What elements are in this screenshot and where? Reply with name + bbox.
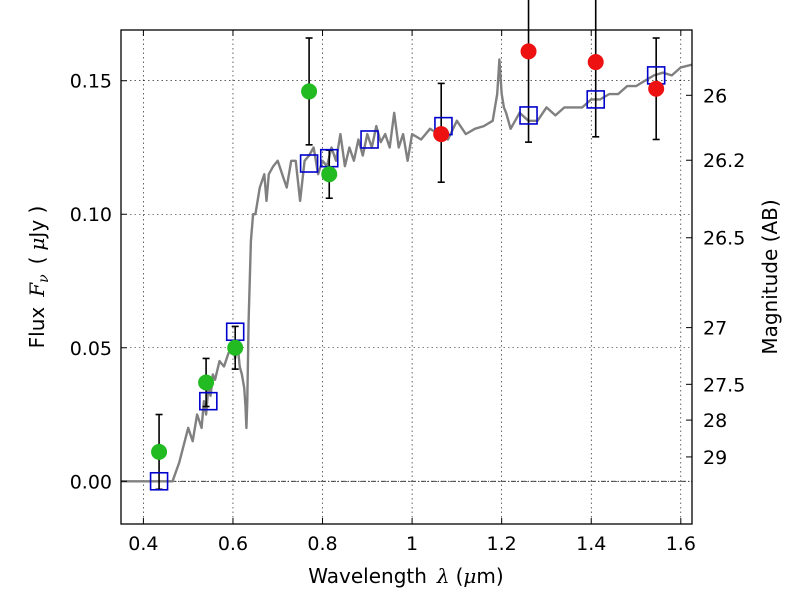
x-axis-ticks: 0.4 0.6 0.8 1 1.2 1.4 1.6: [128, 30, 696, 555]
model-square-marker: [299, 154, 319, 173]
y-axis-unit-rest: Jy ): [25, 206, 49, 240]
y2-tick-label: 29: [703, 447, 727, 469]
y-axis-subscript: ν: [36, 274, 52, 283]
x-axis-unit-mu: μ: [463, 564, 476, 588]
x-axis-title: Wavelength λ (μm): [308, 564, 503, 588]
y2-axis-title: Magnitude (AB): [758, 199, 782, 354]
x-tick-label: 1.2: [487, 533, 517, 555]
y2-axis-ticks: 26 26.2 26.5 27 27.5 28 29: [686, 85, 745, 469]
y-tick-label: 0.10: [70, 204, 112, 226]
y2-tick-label: 26.2: [703, 150, 745, 172]
x-axis-title-text: Wavelength: [308, 564, 427, 588]
x-axis-unit-rest: m): [476, 564, 503, 588]
red-data-point: [587, 54, 604, 71]
model-square-marker: [519, 106, 538, 125]
x-tick-label: 0.4: [128, 533, 158, 555]
y-tick-label: 0.15: [70, 71, 112, 93]
model-square-marker: [149, 471, 169, 491]
model-square-marker: [199, 391, 218, 411]
y-axis-unit-mu: μ: [25, 238, 49, 251]
red-data-point: [648, 80, 665, 97]
x-tick-label: 0.6: [218, 533, 248, 555]
green-data-point: [301, 83, 318, 100]
grid-lines: [121, 30, 692, 524]
y-axis-ticks: 0.00 0.05 0.10 0.15: [70, 71, 127, 493]
y2-tick-label: 26: [703, 85, 727, 107]
x-tick-label: 1: [406, 533, 418, 555]
green-data-point: [321, 166, 338, 183]
red-data-point: [433, 126, 450, 143]
plot-frame: [120, 29, 693, 525]
x-axis-unit-open: (: [456, 564, 464, 588]
model-square-marker: [586, 90, 606, 109]
y2-tick-label: 28: [703, 410, 727, 432]
y-tick-label: 0.05: [70, 338, 112, 360]
y-axis-unit-open: (: [25, 257, 49, 265]
y-axis-symbol: F: [25, 282, 49, 298]
y-axis-title-text: Flux: [25, 307, 49, 349]
x-axis-symbol: λ: [436, 564, 450, 588]
green-data-point: [227, 339, 244, 356]
y2-tick-label: 27.5: [703, 374, 745, 396]
green-data-point: [198, 374, 215, 391]
plot-area: [121, 30, 692, 524]
y2-tick-label: 26.5: [703, 228, 745, 250]
green-data-point: [151, 443, 168, 460]
x-tick-label: 0.8: [307, 533, 337, 555]
y2-tick-label: 27: [703, 318, 727, 340]
y-axis-title: Flux Fν ( μJy ): [25, 206, 52, 349]
red-data-point: [520, 43, 537, 60]
observed-photometry-points: [151, 43, 665, 460]
x-tick-label: 1.6: [666, 533, 696, 555]
model-square-marker: [360, 130, 379, 149]
y-tick-label: 0.00: [70, 471, 112, 493]
x-tick-label: 1.4: [576, 533, 606, 555]
